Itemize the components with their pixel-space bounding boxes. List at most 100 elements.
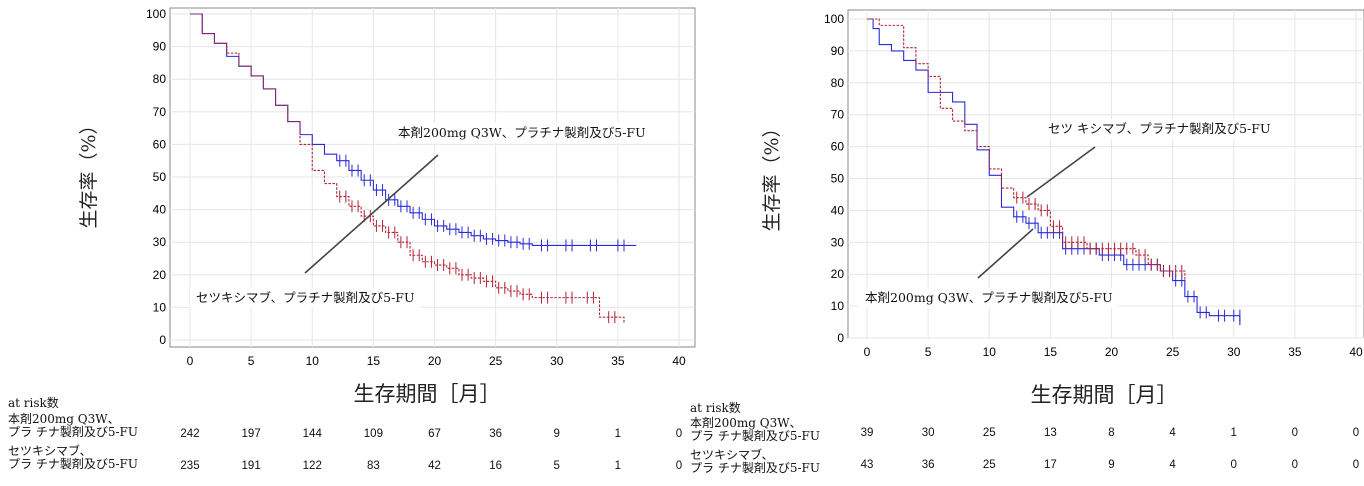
y-tick-label: 70 [831,108,845,122]
at-risk-count: 122 [303,460,322,472]
x-tick-label: 35 [1288,345,1302,359]
y-tick-label: 90 [831,44,845,58]
x-tick-label: 0 [864,345,871,359]
at-risk-row-label: プラ チナ製剤及び5-FU [690,428,820,443]
at-risk-count: 144 [303,428,323,440]
at-risk-count: 235 [180,460,199,472]
at-risk-count: 0 [1353,427,1359,439]
series-line-1 [190,13,637,247]
y-tick-label: 100 [824,12,844,26]
annotation-bg [392,123,652,143]
x-axis-title: 生存期間［月］ [1031,383,1178,407]
at-risk-count: 9 [554,428,560,440]
y-tick-label: 50 [153,170,167,184]
y-tick-label: 20 [831,267,845,281]
annotation-bg [859,288,1119,308]
y-tick-label: 30 [831,235,845,249]
x-tick-label: 25 [489,354,503,368]
y-tick-label: 10 [153,300,167,314]
at-risk-count: 39 [861,427,874,439]
x-tick-label: 20 [1105,345,1119,359]
y-tick-label: 80 [831,76,845,90]
series-annotation-1: セツ キシマブ、プラチナ製剤及び5-FU [1048,121,1270,136]
y-tick-label: 40 [831,203,845,217]
y-tick-label: 20 [153,268,167,282]
at-risk-count: 0 [676,460,682,472]
y-axis-title: 生存率（%） [78,115,100,228]
y-tick-label: 30 [153,235,167,249]
series-line-2 [190,13,625,324]
annotation-bg [190,288,421,308]
x-tick-label: 40 [672,354,686,368]
at-risk-count: 0 [676,428,682,440]
series-annotation-2: 本剤200mg Q3W、プラチナ製剤及び5-FU [865,290,1113,305]
at-risk-count: 67 [428,428,441,440]
at-risk-count: 16 [489,460,502,472]
km-panel-1: 0 5 10 15 20 25 30 35 400102030405060708090100生存… [8,7,696,472]
y-tick-label: 0 [159,333,166,347]
at-risk-count: 0 [1353,459,1359,471]
y-tick-label: 80 [153,72,167,86]
annotation-bg [1042,119,1277,139]
at-risk-count: 0 [1292,459,1298,471]
at-risk-count: 36 [922,459,935,471]
at-risk-row-label: プラ チナ製剤及び5-FU [690,460,820,475]
at-risk-count: 17 [1044,459,1057,471]
at-risk-count: 191 [242,460,261,472]
km-panel-2: 0 5 10 15 20 25 30 35 400102030405060708090100生存… [690,9,1364,475]
series-annotation-2: セツキシマブ、プラチナ製剤及び5-FU [196,290,415,305]
at-risk-count: 25 [983,427,996,439]
annotation-leader-line [304,154,439,274]
y-tick-label: 40 [153,203,167,217]
x-tick-label: 40 [1349,345,1363,359]
annotation-leader-line [1026,146,1096,198]
at-risk-count: 9 [1108,459,1114,471]
x-tick-label: 25 [1166,345,1180,359]
at-risk-row-label: 本剤200mg Q3W、 [8,411,120,426]
at-risk-count: 42 [428,460,441,472]
series-annotation-1: 本剤200mg Q3W、プラチナ製剤及び5-FU [398,125,646,140]
at-risk-count: 83 [367,460,380,472]
at-risk-count: 109 [364,428,383,440]
at-risk-count: 36 [489,428,502,440]
at-risk-title: at risk数 [690,400,741,415]
x-tick-label: 15 [1044,345,1058,359]
at-risk-count: 1 [1231,427,1237,439]
at-risk-count: 5 [554,460,560,472]
at-risk-count: 1 [615,428,621,440]
at-risk-count: 0 [1231,459,1237,471]
y-tick-label: 90 [153,40,167,54]
x-tick-label: 5 [248,354,255,368]
y-tick-label: 0 [837,331,844,345]
x-tick-label: 30 [1227,345,1241,359]
at-risk-row-label: セツキシマブ、 [690,447,774,462]
y-tick-label: 70 [153,105,167,119]
at-risk-row-label: プラ チナ製剤及び5-FU [8,424,138,439]
x-tick-label: 30 [550,354,564,368]
y-tick-label: 60 [831,140,845,154]
x-tick-label: 5 [925,345,932,359]
y-tick-label: 50 [831,172,845,186]
at-risk-count: 30 [922,427,935,439]
at-risk-count: 4 [1169,427,1176,439]
at-risk-count: 197 [242,428,261,440]
at-risk-count: 1 [615,460,621,472]
at-risk-row-label: セツキシマブ、 [8,443,92,458]
at-risk-count: 8 [1108,427,1114,439]
at-risk-count: 242 [180,428,199,440]
x-tick-label: 35 [611,354,625,368]
at-risk-count: 25 [983,459,996,471]
plot-frame [847,9,1364,339]
at-risk-row-label: プラ チナ製剤及び5-FU [8,456,138,471]
y-tick-label: 100 [146,7,166,21]
at-risk-title: at risk数 [8,395,59,410]
at-risk-count: 43 [861,459,874,471]
at-risk-count: 0 [1292,427,1298,439]
x-tick-label: 15 [367,354,381,368]
at-risk-row-label: 本剤200mg Q3W、 [690,415,802,430]
x-tick-label: 0 [187,354,194,368]
series-line-2 [867,18,1186,281]
x-tick-label: 10 [983,345,997,359]
x-tick-label: 10 [306,354,320,368]
